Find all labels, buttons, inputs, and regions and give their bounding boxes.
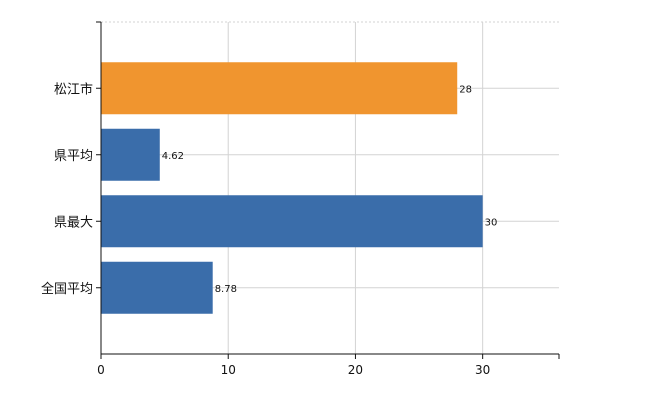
bar-2 (101, 128, 160, 181)
labels: 28 松江市 4.62 県平均 30 県最大 8.78 全国平均 0 10 20 30 (41, 81, 497, 377)
data-label-4: 8.78 (215, 284, 237, 295)
bar-3 (101, 195, 483, 248)
data-label-2: 4.62 (162, 151, 184, 162)
data-label-3: 30 (485, 217, 498, 228)
category-label-4: 全国平均 (41, 281, 93, 297)
x-tick-label-30: 30 (475, 363, 490, 377)
x-tick-label-10: 10 (221, 363, 236, 377)
x-tick-label-20: 20 (348, 363, 363, 377)
x-tick-label-0: 0 (97, 363, 105, 377)
category-label-1: 松江市 (54, 81, 93, 97)
bar-1 (101, 62, 458, 115)
data-label-1: 28 (459, 84, 472, 95)
category-label-3: 県最大 (54, 215, 93, 230)
category-label-2: 県平均 (54, 149, 93, 164)
axes (96, 21, 560, 359)
bars (101, 62, 483, 314)
bar-4 (101, 261, 213, 314)
